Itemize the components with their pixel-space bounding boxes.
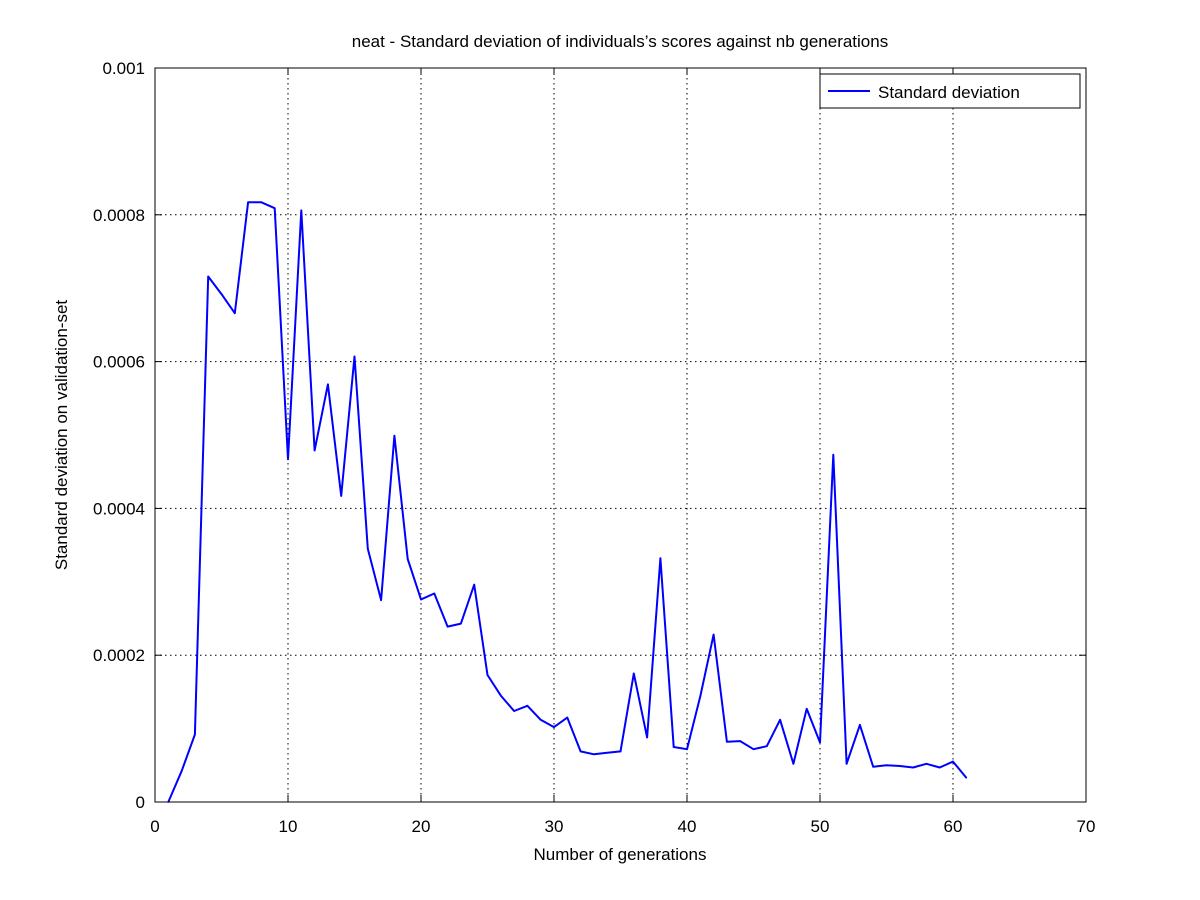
- data-point: [513, 710, 515, 712]
- data-point: [287, 458, 289, 461]
- data-point: [234, 312, 236, 315]
- data-point: [380, 599, 382, 601]
- data-point: [792, 763, 795, 765]
- data-point: [566, 716, 569, 719]
- data-point: [433, 592, 436, 595]
- data-point: [872, 766, 874, 768]
- data-point: [273, 207, 276, 209]
- data-point: [726, 741, 728, 743]
- data-point: [752, 748, 755, 750]
- x-tick-label: 60: [944, 817, 963, 836]
- data-point: [194, 733, 196, 736]
- data-point: [593, 753, 595, 756]
- chart-title: neat - Standard deviation of individuals…: [352, 32, 888, 51]
- data-point: [207, 275, 209, 278]
- data-point: [327, 383, 329, 386]
- data-point: [539, 719, 542, 721]
- y-tick-label: 0.0006: [93, 353, 145, 372]
- data-point: [779, 719, 781, 721]
- data-point: [473, 583, 476, 586]
- x-tick-labels: 0 10 20 30 40 50 60 70: [150, 817, 1095, 836]
- data-point: [353, 355, 356, 358]
- x-tick-label: 70: [1077, 817, 1096, 836]
- y-tick-label: 0.0002: [93, 646, 145, 665]
- y-tick-label: 0: [136, 793, 145, 812]
- data-point: [220, 293, 223, 295]
- plot-area-frame: [154, 67, 1087, 803]
- data-point: [965, 777, 968, 779]
- data-point: [672, 746, 675, 748]
- data-point: [925, 763, 928, 765]
- data-point: [659, 557, 662, 560]
- data-point: [486, 674, 489, 676]
- data-point: [859, 724, 861, 726]
- x-tick-label: 20: [412, 817, 431, 836]
- y-axis-label: Standard deviation on validation-set: [52, 300, 71, 571]
- data-point: [247, 201, 249, 204]
- data-point: [500, 694, 502, 697]
- data-point: [699, 695, 702, 698]
- y-tick-labels: 0 0.0002 0.0004 0.0006 0.0008 0.001: [93, 59, 145, 812]
- data-point: [393, 434, 396, 437]
- data-point: [619, 750, 622, 753]
- data-point: [633, 672, 635, 675]
- data-point: [313, 449, 316, 452]
- data-point: [553, 726, 555, 728]
- x-tick-label: 50: [811, 817, 830, 836]
- data-point: [460, 622, 462, 625]
- data-point: [739, 740, 741, 742]
- x-axis-label: Number of generations: [534, 845, 707, 864]
- data-point: [260, 201, 263, 204]
- data-point: [367, 548, 369, 550]
- data-point: [340, 495, 343, 497]
- data-point: [819, 741, 821, 744]
- legend: Standard deviation: [819, 73, 1081, 109]
- x-tick-label: 0: [150, 817, 159, 836]
- series-layer: [167, 201, 968, 803]
- data-point: [952, 760, 954, 763]
- legend-label: Standard deviation: [878, 83, 1020, 102]
- data-point: [300, 209, 303, 212]
- y-tick-label: 0.001: [102, 59, 145, 78]
- y-tick-label: 0.0004: [93, 499, 145, 518]
- data-point: [912, 766, 914, 769]
- x-tick-label: 30: [545, 817, 564, 836]
- data-point: [686, 748, 688, 750]
- data-point: [446, 625, 449, 628]
- data-point: [885, 764, 888, 767]
- data-point: [579, 750, 582, 753]
- y-tick-label: 0.0008: [93, 206, 145, 225]
- data-point: [180, 770, 183, 772]
- data-point: [420, 598, 422, 601]
- data-point: [845, 763, 848, 765]
- data-point: [712, 633, 715, 636]
- data-point: [805, 708, 808, 710]
- data-point: [406, 558, 409, 560]
- x-tick-label: 10: [279, 817, 298, 836]
- data-point: [899, 765, 901, 767]
- data-point: [832, 454, 835, 456]
- data-point: [606, 752, 608, 754]
- data-point: [938, 766, 941, 769]
- x-tick-label: 40: [678, 817, 697, 836]
- legend-box: [819, 73, 1081, 109]
- data-point: [766, 745, 768, 747]
- data-point: [526, 705, 529, 707]
- data-point: [646, 736, 648, 739]
